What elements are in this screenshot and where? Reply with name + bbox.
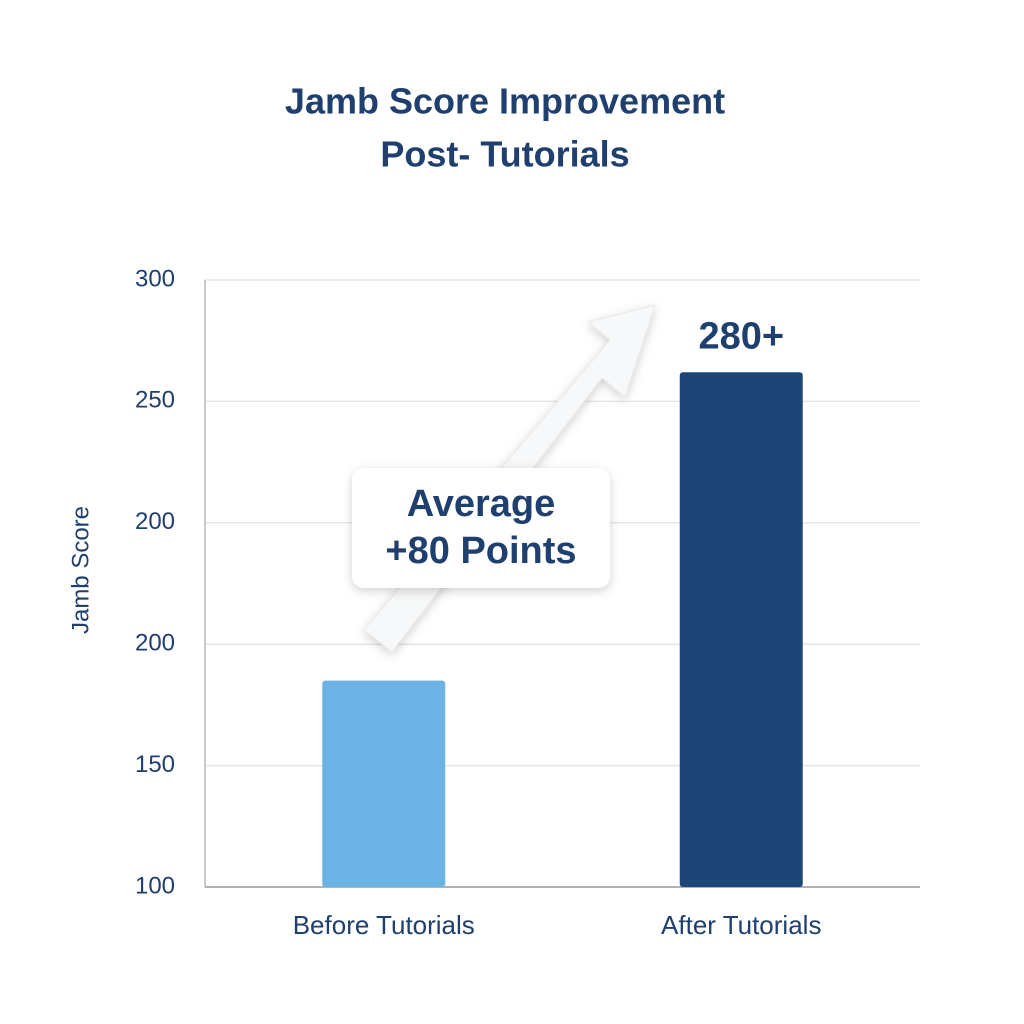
callout-line: Average <box>407 483 556 525</box>
y-tick-label: 300 <box>135 265 175 292</box>
callout-line: +80 Points <box>385 530 576 572</box>
y-axis-label: Jamb Score <box>67 506 94 634</box>
y-tick-label: 100 <box>135 872 175 899</box>
chart-title: Jamb Score Improvement <box>285 81 725 122</box>
y-tick-label: 200 <box>135 508 175 535</box>
y-tick-label: 250 <box>135 387 175 414</box>
bar <box>322 680 446 887</box>
y-tick-label: 150 <box>135 751 175 778</box>
chart-title: Post- Tutorials <box>380 134 629 175</box>
callout-box <box>352 468 610 588</box>
x-tick-label: After Tutorials <box>661 910 821 940</box>
y-tick-label: 200 <box>135 630 175 657</box>
bar-annotation: 280+ <box>698 315 784 357</box>
bar <box>679 372 803 887</box>
x-tick-label: Before Tutorials <box>293 910 475 940</box>
bars <box>322 372 803 887</box>
